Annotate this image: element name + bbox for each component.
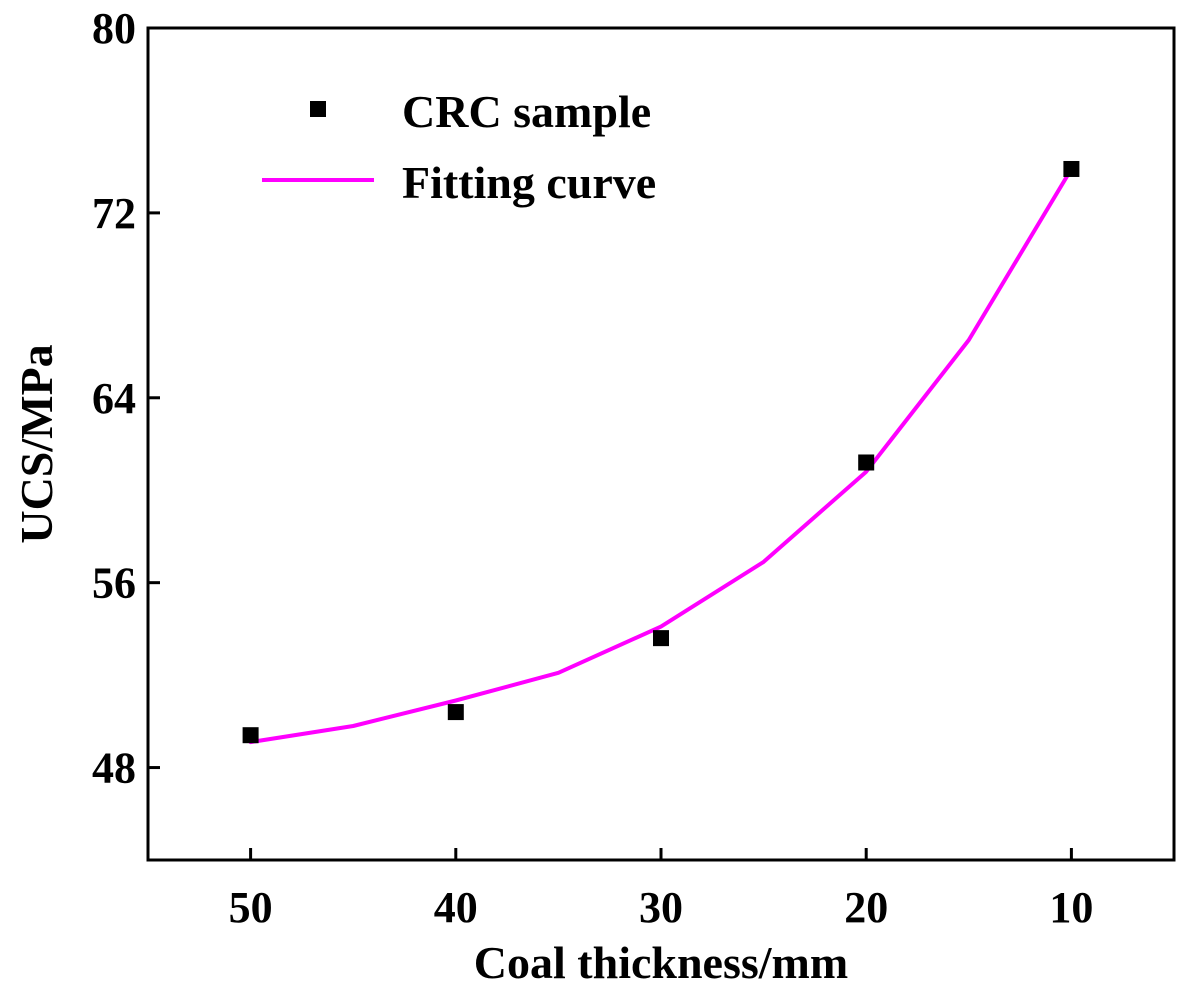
- x-tick-label: 10: [1049, 883, 1093, 932]
- x-tick-label: 40: [434, 883, 478, 932]
- x-axis-title: Coal thickness/mm: [474, 937, 848, 988]
- legend-label-fitting-curve: Fitting curve: [402, 157, 656, 208]
- series-layer: [242, 160, 1080, 745]
- legend-marker-crc-sample: [310, 101, 326, 117]
- legend-label-crc-sample: CRC sample: [402, 86, 651, 137]
- y-tick-label: 64: [92, 374, 136, 423]
- x-tick-label: 50: [229, 883, 273, 932]
- y-axis: 48 56 64 72 80: [92, 4, 160, 793]
- y-axis-title: UCS/MPa: [11, 344, 62, 543]
- legend: CRC sample Fitting curve: [262, 86, 656, 208]
- data-point: [447, 704, 464, 721]
- x-tick-label: 20: [844, 883, 888, 932]
- y-tick-label: 56: [92, 559, 136, 608]
- y-tick-label: 72: [92, 189, 136, 238]
- y-tick-label: 80: [92, 4, 136, 53]
- fitting-curve-line: [248, 167, 1074, 745]
- data-point: [242, 727, 259, 744]
- data-point: [653, 630, 669, 647]
- x-tick-label: 30: [639, 883, 683, 932]
- data-point: [1063, 160, 1080, 177]
- x-axis: 50 40 30 20 10: [229, 848, 1093, 932]
- y-tick-label: 48: [92, 744, 136, 793]
- data-point: [858, 454, 875, 471]
